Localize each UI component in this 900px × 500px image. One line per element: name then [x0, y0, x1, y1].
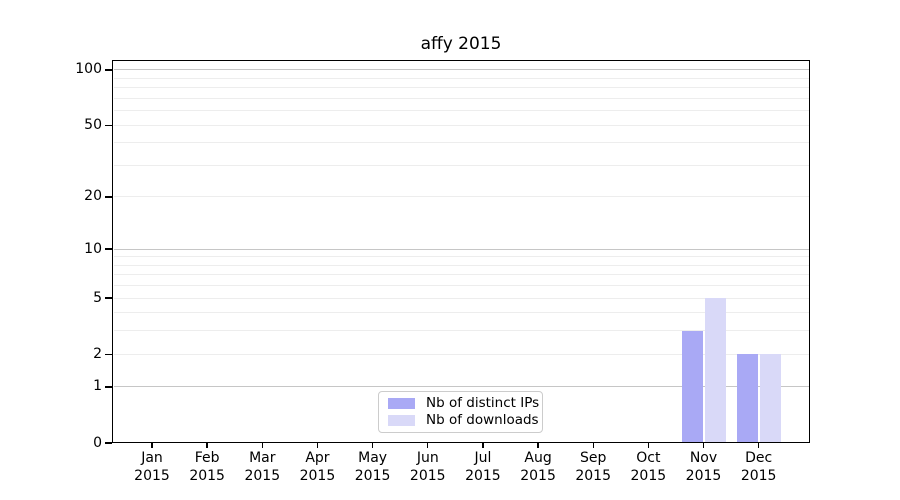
- y-tick-label: 50: [84, 116, 102, 133]
- y-tick: [104, 124, 112, 126]
- gridline-minor: [113, 124, 809, 126]
- x-tick-label: Sep 2015: [575, 450, 611, 484]
- x-tick-label: Oct 2015: [630, 450, 667, 484]
- legend-label-distinct-ips: Nb of distinct IPs: [426, 395, 540, 411]
- legend-label-downloads: Nb of downloads: [426, 412, 539, 428]
- gridline-minor: [113, 87, 809, 89]
- y-tick: [104, 69, 112, 71]
- x-tick-label: Jun 2015: [409, 450, 446, 484]
- gridline-minor: [113, 142, 809, 144]
- y-tick: [104, 297, 112, 299]
- gridline-minor: [113, 110, 809, 112]
- x-tick-label: Jul 2015: [465, 450, 501, 484]
- gridline-major: [113, 386, 809, 388]
- gridline-minor: [113, 285, 809, 287]
- y-tick: [104, 196, 112, 198]
- gridline-minor: [113, 297, 809, 299]
- x-tick: [206, 443, 208, 448]
- x-tick-label: Mar 2015: [244, 450, 281, 484]
- gridline-major: [113, 248, 809, 250]
- gridline-minor: [113, 256, 809, 258]
- legend-swatch-downloads: [388, 415, 415, 426]
- y-tick: [104, 248, 112, 250]
- gridline-minor: [113, 97, 809, 99]
- x-tick: [647, 443, 650, 448]
- y-tick-label: 0: [93, 434, 102, 451]
- bar-distinct-ips: [681, 330, 703, 442]
- y-tick: [104, 442, 112, 444]
- gridline-minor: [113, 77, 809, 79]
- x-tick: [702, 443, 705, 448]
- bar-downloads: [759, 354, 781, 442]
- gridline-minor: [113, 312, 809, 314]
- y-tick: [104, 353, 112, 355]
- x-tick: [261, 443, 263, 448]
- x-tick: [757, 443, 760, 448]
- x-tick-label: Aug 2015: [520, 450, 556, 484]
- legend-swatch-distinct-ips: [388, 398, 415, 409]
- x-tick: [427, 443, 429, 448]
- x-tick-label: May 2015: [354, 450, 391, 484]
- y-tick-label: 5: [93, 289, 102, 306]
- gridline-minor: [113, 353, 809, 355]
- y-tick-label: 10: [84, 240, 102, 257]
- gridline-minor: [113, 274, 809, 276]
- x-tick-label: Feb 2015: [189, 450, 225, 484]
- legend-item-downloads: Nb of downloads: [388, 412, 539, 428]
- gridline-minor: [113, 196, 809, 198]
- bar-downloads: [704, 298, 726, 442]
- x-tick-label: Dec 2015: [740, 450, 777, 484]
- plot-frame: [112, 60, 810, 443]
- y-tick-label: 2: [93, 345, 102, 362]
- y-tick: [104, 386, 112, 388]
- y-tick-label: 100: [75, 61, 102, 78]
- x-tick: [316, 443, 319, 448]
- y-tick-label: 1: [93, 378, 102, 395]
- x-tick: [371, 443, 374, 448]
- x-tick: [151, 443, 153, 448]
- chart-title: affy 2015: [420, 34, 502, 54]
- x-tick: [537, 443, 539, 448]
- y-tick-label: 20: [84, 188, 102, 205]
- x-tick-label: Jan 2015: [134, 450, 170, 484]
- gridline-minor: [113, 264, 809, 266]
- x-tick: [592, 443, 594, 448]
- x-tick: [482, 443, 484, 448]
- x-tick-label: Apr 2015: [299, 450, 336, 484]
- x-tick-label: Nov 2015: [685, 450, 722, 484]
- plot-area: [113, 62, 809, 442]
- legend: Nb of distinct IPs Nb of downloads: [378, 391, 543, 433]
- legend-item-distinct-ips: Nb of distinct IPs: [388, 395, 540, 411]
- gridline-minor: [113, 330, 809, 332]
- bar-distinct-ips: [736, 354, 758, 442]
- gridline-major: [113, 69, 809, 71]
- gridline-minor: [113, 164, 809, 166]
